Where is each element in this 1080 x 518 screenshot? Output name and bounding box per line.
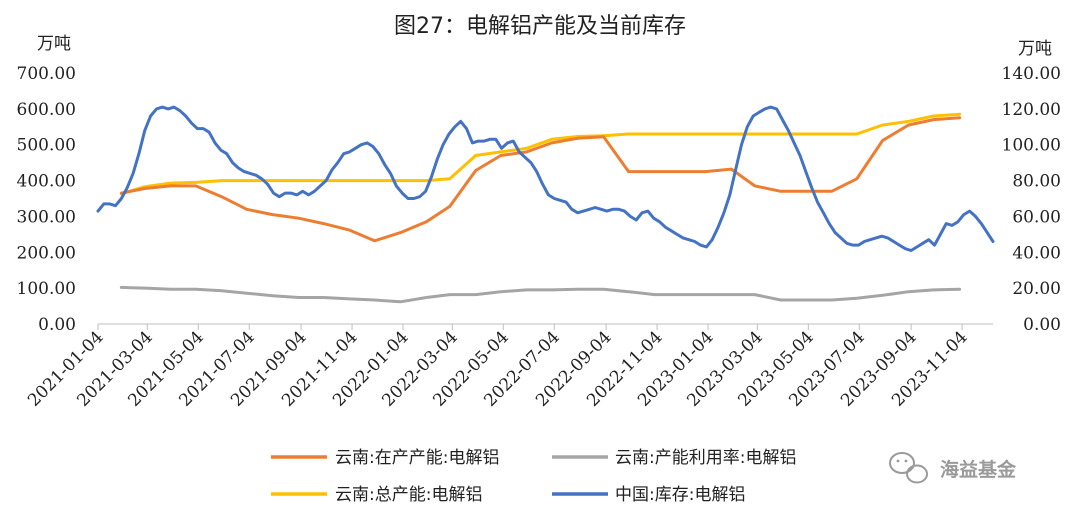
legend-item-utilization: 云南:产能利用率:电解铝 xyxy=(552,448,796,468)
left-tick-label: 300.00 xyxy=(17,207,76,227)
legend: 云南:在产产能:电解铝 云南:产能利用率:电解铝 云南:总产能:电解铝 中国:库… xyxy=(271,448,796,505)
left-axis-unit: 万吨 xyxy=(37,34,71,54)
left-tick-label: 100.00 xyxy=(17,279,76,299)
chart-title: 图27：电解铝产能及当前库存 xyxy=(394,14,686,39)
legend-label-in-production: 云南:在产产能:电解铝 xyxy=(335,448,499,468)
series-inventory-line xyxy=(96,105,995,252)
series-utilization-line xyxy=(119,285,962,304)
right-tick-label: 0.00 xyxy=(1023,315,1061,335)
watermark: 海益基金 xyxy=(889,452,1017,484)
left-tick-label: 400.00 xyxy=(17,172,76,192)
right-axis-ticks: 0.00 20.00 40.00 60.00 80.00 100.00 120.00 140.… xyxy=(1002,64,1061,335)
x-axis: 2021-01-042021-03-042021-05-042021-07-04… xyxy=(24,323,993,411)
left-axis-ticks: 0.00 100.00 200.00 300.00 400.00 500.00 600.00… xyxy=(17,64,76,335)
legend-label-inventory: 中国:库存:电解铝 xyxy=(615,485,745,505)
right-tick-label: 40.00 xyxy=(1012,243,1061,263)
right-tick-label: 80.00 xyxy=(1012,172,1061,192)
right-tick-label: 20.00 xyxy=(1012,279,1061,299)
right-tick-label: 100.00 xyxy=(1002,136,1061,156)
left-tick-label: 700.00 xyxy=(17,64,76,84)
right-tick-label: 140.00 xyxy=(1002,64,1061,84)
left-tick-label: 0.00 xyxy=(38,315,76,335)
watermark-text: 海益基金 xyxy=(940,458,1017,481)
legend-item-in-production: 云南:在产产能:电解铝 xyxy=(271,448,499,468)
right-tick-label: 60.00 xyxy=(1012,207,1061,227)
legend-label-total-capacity: 云南:总产能:电解铝 xyxy=(335,485,482,505)
legend-item-inventory: 中国:库存:电解铝 xyxy=(552,485,745,505)
left-tick-label: 500.00 xyxy=(17,136,76,156)
series-in-production-line xyxy=(119,116,962,243)
series-layer xyxy=(96,105,995,304)
right-axis-unit: 万吨 xyxy=(1018,39,1052,59)
legend-item-total-capacity: 云南:总产能:电解铝 xyxy=(271,485,482,505)
left-tick-label: 600.00 xyxy=(17,100,76,120)
wechat-icon xyxy=(889,452,928,484)
left-tick-label: 200.00 xyxy=(17,243,76,263)
right-tick-label: 120.00 xyxy=(1002,100,1061,120)
series-total-capacity-line xyxy=(119,112,962,196)
legend-label-utilization: 云南:产能利用率:电解铝 xyxy=(615,448,796,468)
